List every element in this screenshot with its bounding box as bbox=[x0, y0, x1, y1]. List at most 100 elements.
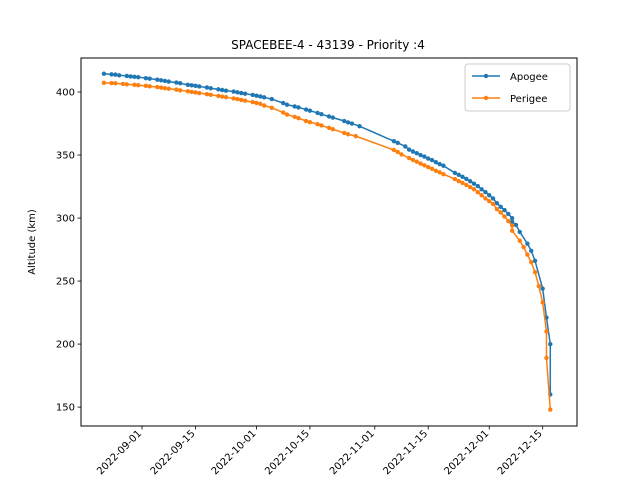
x-tick-label: 2022-12-01 bbox=[442, 428, 491, 477]
data-point-apogee bbox=[513, 222, 519, 228]
data-point-apogee bbox=[162, 78, 168, 84]
data-point-perigee bbox=[193, 90, 198, 95]
data-point-perigee bbox=[303, 118, 309, 124]
data-point-apogee bbox=[231, 89, 236, 94]
data-point-perigee bbox=[307, 119, 313, 125]
y-tick-label: 300 bbox=[56, 214, 75, 225]
data-point-perigee bbox=[532, 270, 538, 275]
data-point-apogee bbox=[281, 100, 286, 106]
data-point-apogee bbox=[254, 93, 259, 98]
data-point-perigee bbox=[460, 180, 465, 186]
data-point-apogee bbox=[464, 176, 469, 182]
data-point-perigee bbox=[204, 91, 210, 97]
data-point-perigee bbox=[475, 190, 480, 195]
data-point-apogee bbox=[242, 91, 248, 96]
x-tick-label: 2022-10-15 bbox=[263, 428, 312, 477]
data-point-apogee bbox=[296, 105, 301, 110]
legend-label-perigee: Perigee bbox=[510, 94, 547, 105]
data-point-apogee bbox=[487, 193, 492, 198]
data-point-apogee bbox=[292, 104, 297, 109]
data-point-apogee bbox=[509, 219, 515, 225]
data-point-perigee bbox=[353, 133, 358, 139]
data-point-perigee bbox=[281, 110, 286, 115]
data-point-perigee bbox=[487, 198, 492, 204]
data-point-perigee bbox=[479, 193, 484, 198]
data-point-perigee bbox=[216, 93, 221, 99]
data-point-perigee bbox=[120, 81, 126, 87]
data-point-apogee bbox=[315, 110, 320, 116]
data-point-apogee bbox=[166, 79, 171, 84]
data-point-perigee bbox=[544, 329, 549, 334]
data-point-apogee bbox=[174, 80, 179, 85]
y-tick-label: 150 bbox=[56, 403, 75, 414]
data-point-apogee bbox=[113, 72, 118, 77]
data-point-apogee bbox=[540, 286, 545, 291]
data-point-apogee bbox=[548, 341, 553, 347]
data-point-perigee bbox=[143, 83, 149, 89]
data-point-perigee bbox=[509, 228, 515, 233]
series-line-apogee bbox=[103, 73, 552, 395]
data-point-perigee bbox=[426, 164, 431, 170]
data-point-perigee bbox=[483, 196, 488, 201]
data-point-apogee bbox=[494, 200, 500, 206]
data-point-perigee bbox=[429, 166, 435, 171]
y-tick-label: 350 bbox=[56, 151, 75, 162]
data-point-perigee bbox=[544, 355, 549, 361]
data-point-perigee bbox=[231, 96, 236, 101]
data-point-perigee bbox=[109, 80, 114, 86]
data-point-apogee bbox=[303, 107, 309, 112]
data-point-apogee bbox=[467, 179, 473, 184]
data-point-apogee bbox=[197, 84, 202, 89]
legend-label-apogee: Apogee bbox=[510, 72, 548, 83]
data-point-perigee bbox=[269, 105, 274, 110]
data-point-perigee bbox=[197, 90, 202, 96]
data-point-apogee bbox=[193, 83, 198, 89]
data-point-apogee bbox=[204, 85, 210, 90]
data-point-perigee bbox=[441, 171, 446, 177]
legend-marker-apogee bbox=[483, 73, 489, 79]
data-point-perigee bbox=[223, 94, 229, 100]
data-point-perigee bbox=[284, 112, 290, 117]
data-point-apogee bbox=[532, 258, 538, 263]
data-point-perigee bbox=[399, 152, 404, 157]
data-point-perigee bbox=[529, 259, 534, 265]
data-point-apogee bbox=[433, 160, 439, 165]
data-point-perigee bbox=[155, 84, 160, 90]
data-point-apogee bbox=[342, 118, 347, 124]
data-point-perigee bbox=[174, 87, 179, 92]
data-point-perigee bbox=[185, 89, 191, 94]
data-point-perigee bbox=[315, 121, 320, 127]
data-point-perigee bbox=[548, 407, 553, 412]
data-point-perigee bbox=[494, 207, 500, 212]
data-point-perigee bbox=[525, 252, 530, 257]
series-perigee bbox=[101, 80, 553, 412]
data-point-perigee bbox=[410, 157, 416, 163]
data-point-apogee bbox=[471, 181, 477, 186]
data-point-perigee bbox=[433, 168, 439, 173]
data-point-apogee bbox=[216, 87, 221, 92]
data-point-perigee bbox=[258, 101, 263, 107]
data-point-perigee bbox=[296, 116, 301, 121]
data-point-apogee bbox=[506, 211, 511, 217]
data-point-apogee bbox=[441, 163, 446, 168]
data-point-apogee bbox=[525, 241, 530, 246]
data-point-perigee bbox=[147, 84, 152, 89]
data-point-apogee bbox=[475, 183, 480, 189]
data-point-apogee bbox=[189, 83, 194, 88]
data-point-perigee bbox=[178, 88, 183, 93]
data-point-apogee bbox=[502, 207, 507, 213]
data-point-perigee bbox=[219, 94, 225, 99]
data-point-apogee bbox=[223, 88, 229, 93]
data-point-perigee bbox=[521, 244, 526, 250]
data-point-apogee bbox=[143, 75, 149, 81]
data-point-apogee bbox=[529, 248, 534, 254]
x-tick-label: 2022-12-15 bbox=[496, 428, 545, 477]
y-axis-label: Altitude (km) bbox=[27, 209, 38, 275]
data-point-apogee bbox=[307, 108, 313, 113]
data-point-perigee bbox=[422, 163, 427, 168]
data-point-apogee bbox=[284, 102, 290, 107]
legend-marker-perigee bbox=[483, 95, 489, 101]
data-point-perigee bbox=[540, 300, 545, 305]
data-point-perigee bbox=[414, 159, 419, 164]
